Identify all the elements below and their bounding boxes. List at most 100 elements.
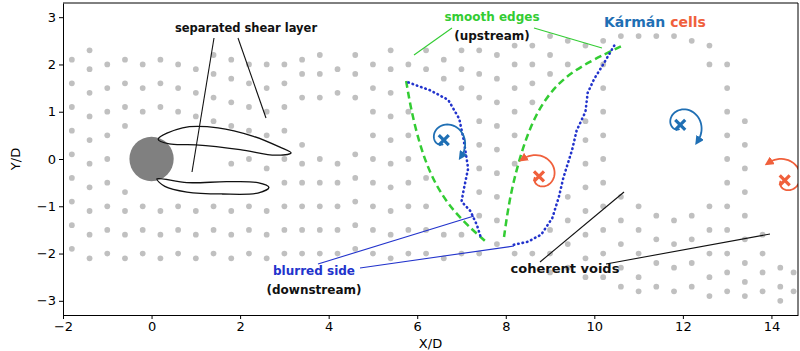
scatter-point	[724, 288, 730, 294]
scatter-point	[122, 57, 128, 63]
scatter-point	[459, 85, 465, 91]
scatter-point	[211, 227, 217, 233]
scatter-point	[352, 71, 358, 77]
leader-line	[414, 28, 452, 55]
x-tick: 4	[325, 315, 333, 334]
scatter-point	[69, 222, 75, 228]
scatter-point	[600, 132, 606, 138]
scatter-point	[636, 227, 642, 233]
chart: −202468101214−3−2−10123X/DY/Dseparated s…	[0, 0, 800, 351]
x-tick-label: −2	[54, 319, 73, 334]
scatter-point	[547, 33, 553, 39]
scatter-point	[140, 109, 146, 115]
scatter-point	[636, 288, 642, 294]
scatter-point	[87, 255, 93, 261]
scatter-point	[423, 251, 429, 257]
scatter-point	[512, 62, 518, 68]
scatter-point	[565, 62, 571, 68]
y-tick: −2	[37, 246, 63, 261]
scatter-point	[707, 251, 713, 257]
y-tick: −3	[37, 293, 63, 308]
y-tick: 2	[48, 57, 63, 72]
scatter-point	[370, 180, 376, 186]
scatter-point	[122, 123, 128, 129]
annotation: cells	[670, 14, 706, 30]
y-axis: −3−2−10123	[37, 4, 64, 316]
scatter-point	[264, 166, 270, 172]
scatter-point	[388, 255, 394, 261]
scatter-point	[264, 255, 270, 261]
scatter-point	[724, 180, 730, 186]
scatter-point	[158, 255, 164, 261]
cell-center	[439, 135, 449, 145]
scatter-point	[512, 251, 518, 257]
scatter-point	[69, 104, 75, 110]
scatter-point	[565, 218, 571, 224]
shear-layer-outline	[158, 126, 291, 155]
scatter-point	[689, 284, 695, 290]
scatter-point	[459, 66, 465, 72]
scatter-point	[405, 251, 411, 257]
scatter-point	[317, 180, 323, 186]
scatter-point	[707, 293, 713, 299]
scatter-point	[370, 109, 376, 115]
scatter-point	[529, 99, 535, 105]
scatter-point	[370, 62, 376, 68]
scatter-point	[476, 142, 482, 148]
x-tick-label: 0	[148, 319, 156, 334]
scatter-point	[69, 57, 75, 63]
scatter-point	[211, 203, 217, 209]
scatter-point	[760, 288, 766, 294]
scatter-point	[689, 38, 695, 44]
scatter-point	[193, 255, 199, 261]
scatter-point	[317, 203, 323, 209]
x-tick-label: 6	[414, 319, 422, 334]
scatter-point	[317, 95, 323, 101]
scatter-point	[459, 47, 465, 53]
scatter-point	[494, 76, 500, 82]
annotations: separated shear layersmooth edges(upstre…	[175, 10, 706, 297]
scatter-point	[742, 279, 748, 285]
scatter-point	[600, 38, 606, 44]
scatter-point	[791, 288, 797, 294]
scatter-point	[246, 80, 252, 86]
x-tick-label: 8	[502, 319, 510, 334]
y-tick-label: 3	[48, 10, 56, 25]
scatter-point	[228, 99, 234, 105]
scatter-point	[742, 260, 748, 266]
scatter-point	[671, 33, 677, 39]
scatter-point	[388, 90, 394, 96]
scatter-point	[140, 227, 146, 233]
scatter-point	[122, 208, 128, 214]
scatter-point	[405, 109, 411, 115]
scatter-point	[104, 180, 110, 186]
scatter-point	[388, 184, 394, 190]
scatter-point	[228, 57, 234, 63]
scatter-point	[352, 175, 358, 181]
scatter-point	[742, 118, 748, 124]
scatter-point	[87, 208, 93, 214]
scatter-point	[69, 175, 75, 181]
scatter-point	[405, 156, 411, 162]
scatter-point	[335, 161, 341, 167]
scatter-point	[512, 85, 518, 91]
scatter-point	[653, 260, 659, 266]
scatter-point	[547, 227, 553, 233]
scatter-point	[653, 236, 659, 242]
leader-line	[534, 28, 602, 48]
scatter-point	[175, 62, 181, 68]
scatter-point	[87, 232, 93, 238]
scatter-point	[742, 213, 748, 219]
scatter-point	[671, 265, 677, 271]
scatter-point	[742, 293, 748, 299]
scatter-point	[282, 227, 288, 233]
y-tick-label: 1	[48, 104, 56, 119]
x-axis: −202468101214	[54, 315, 799, 334]
scatter-point	[317, 52, 323, 58]
scatter-point	[583, 161, 589, 167]
scatter-point	[370, 156, 376, 162]
scatter-point	[335, 180, 341, 186]
scatter-point	[636, 33, 642, 39]
scatter-point	[441, 232, 447, 238]
scatter-point	[211, 71, 217, 77]
